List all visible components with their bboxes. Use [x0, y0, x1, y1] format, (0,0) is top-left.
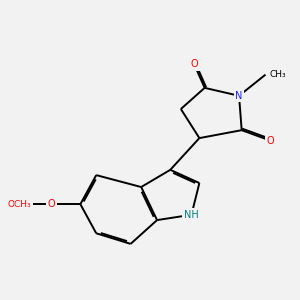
Text: OCH₃: OCH₃ — [8, 200, 32, 209]
Text: CH₃: CH₃ — [269, 70, 286, 79]
Text: O: O — [47, 199, 55, 209]
Text: NH: NH — [184, 210, 199, 220]
Text: O: O — [267, 136, 274, 146]
Text: N: N — [236, 91, 243, 101]
Text: O: O — [190, 59, 198, 69]
